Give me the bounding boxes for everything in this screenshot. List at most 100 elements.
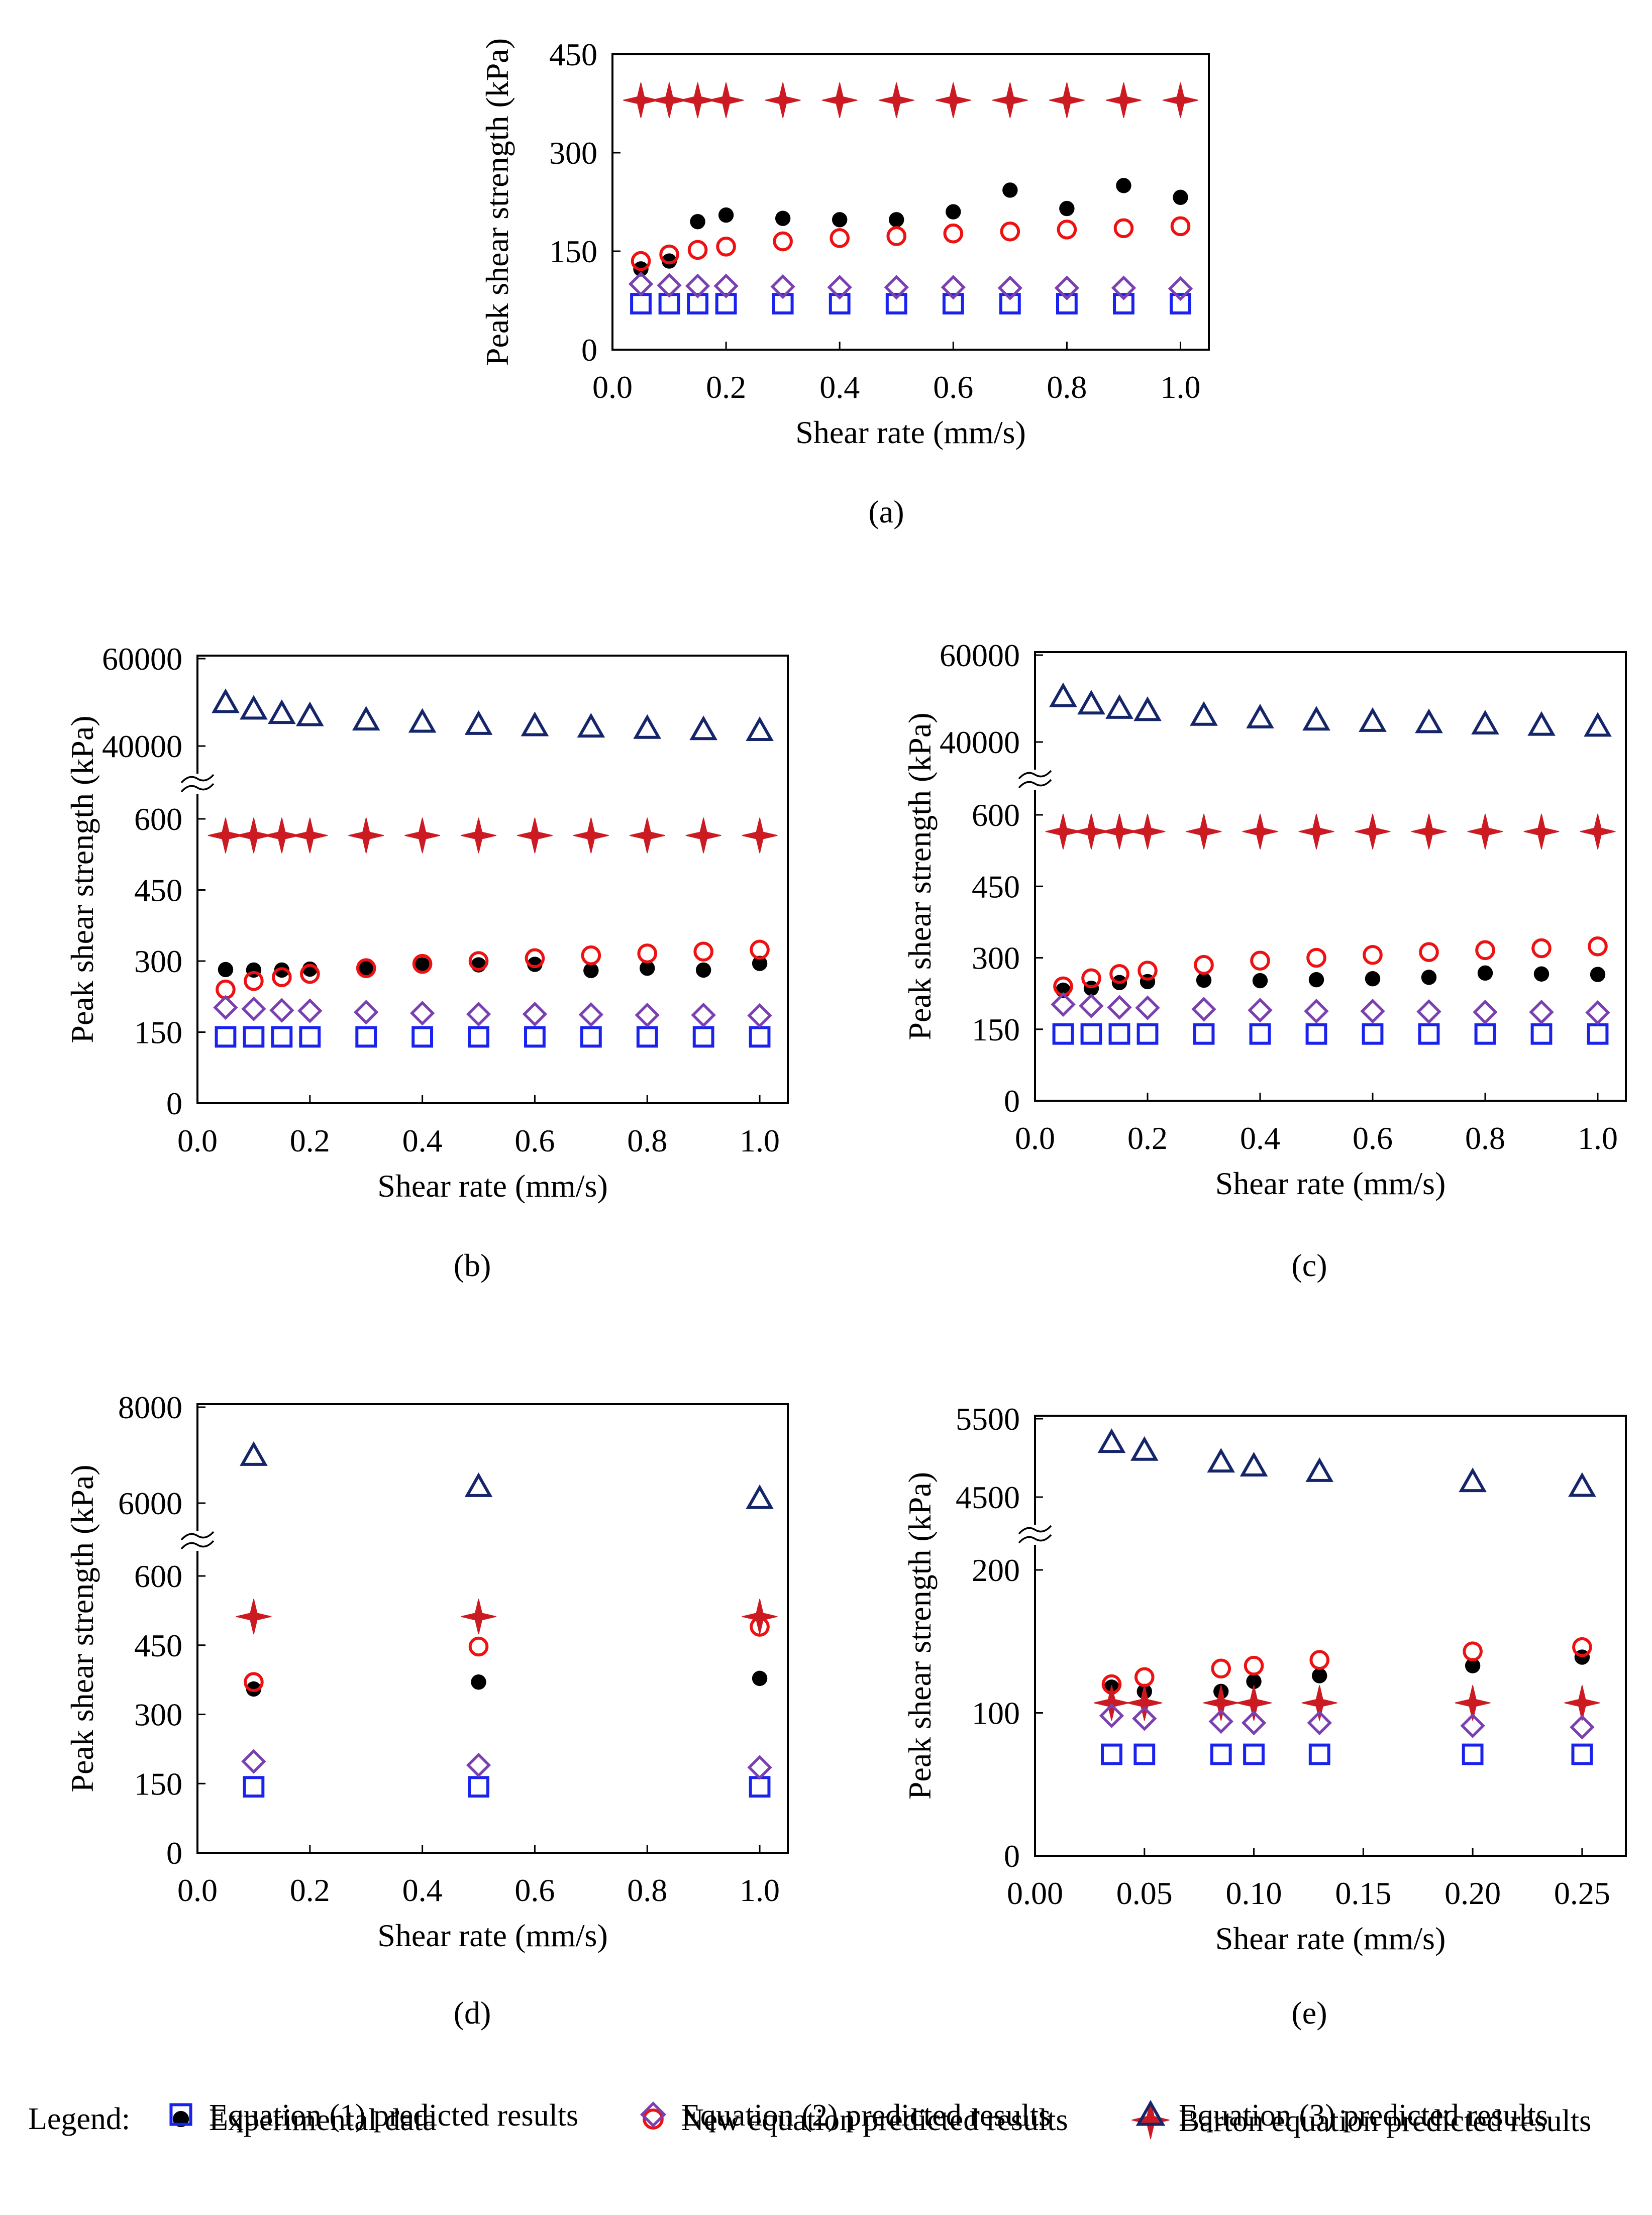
point-eq1: [942, 293, 964, 314]
point-new_equation: [1419, 942, 1439, 962]
point-eq3: [1305, 1457, 1334, 1482]
point-new_equation: [1113, 218, 1134, 239]
series-new_equation: [244, 1617, 770, 1693]
point-new_equation: [773, 231, 793, 252]
point-barton: [1186, 813, 1222, 850]
point-barton: [1301, 1685, 1337, 1721]
y-tick-label: 0: [1004, 1838, 1020, 1874]
series-experimental: [633, 178, 1188, 277]
legend-item-experimental: Experimental data: [172, 2103, 437, 2137]
point-eq2: [1529, 999, 1554, 1025]
x-tick-label: 0.00: [1007, 1875, 1063, 1911]
point-experimental: [583, 963, 599, 979]
point-barton: [1523, 813, 1560, 850]
point-eq1: [215, 1026, 237, 1048]
point-eq1: [1210, 1743, 1232, 1765]
x-tick-label: 1.0: [1160, 369, 1200, 405]
point-eq3: [1246, 703, 1274, 728]
point-new_equation: [631, 251, 651, 271]
point-eq1: [829, 293, 851, 314]
point-new_equation: [1475, 940, 1495, 961]
point-barton: [461, 1599, 496, 1635]
point-new_equation: [468, 951, 489, 971]
axis-break-icon: [180, 774, 215, 794]
point-eq1: [1193, 1023, 1215, 1045]
point-experimental: [695, 962, 711, 978]
x-axis-title: Shear rate (mm/s): [377, 1918, 608, 1953]
x-tick-label: 0.2: [706, 369, 746, 405]
point-eq1: [524, 1026, 546, 1048]
point-eq1: [411, 1026, 434, 1048]
plot-frame: [196, 655, 789, 1104]
point-eq3: [1584, 712, 1612, 737]
x-tick-label: 1.0: [740, 1123, 780, 1158]
point-eq1: [687, 293, 708, 314]
point-experimental: [1196, 972, 1212, 988]
x-tick-label: 0.0: [177, 1123, 218, 1158]
point-new_equation: [1244, 1655, 1264, 1676]
legend-marker-eq3: [1135, 2099, 1166, 2126]
point-eq3: [633, 714, 662, 739]
point-eq1: [1080, 1023, 1102, 1045]
panel-e: 0.00 0.05 0.10 0.15 0.20 0.25 0 100 200 4500 5500 S…: [902, 1401, 1627, 2031]
y-tick-label-upper: 4500: [956, 1480, 1020, 1515]
y-tick-label: 150: [549, 234, 597, 269]
series-eq1: [630, 293, 1191, 314]
point-eq1: [692, 1026, 714, 1048]
point-experimental: [1173, 189, 1188, 205]
series-new_equation: [631, 216, 1191, 271]
axis-break-icon: [1018, 770, 1052, 790]
point-eq1: [1249, 1023, 1271, 1045]
point-eq1: [1305, 1023, 1327, 1045]
point-barton: [461, 817, 496, 854]
point-eq2: [1460, 1713, 1485, 1738]
point-barton: [1045, 813, 1081, 850]
x-axis-title: Shear rate (mm/s): [1215, 1166, 1446, 1201]
point-barton: [742, 1599, 778, 1635]
point-eq2: [354, 1000, 379, 1025]
series-eq1: [215, 1026, 771, 1048]
point-experimental: [1246, 1673, 1262, 1690]
point-new_equation: [244, 971, 264, 991]
point-eq3: [1049, 682, 1077, 707]
point-eq2: [628, 271, 654, 297]
point-experimental: [752, 956, 768, 971]
y-tick-label-upper: 8000: [118, 1390, 182, 1425]
point-new_equation: [1000, 222, 1020, 242]
plot-frame: [1034, 651, 1627, 1102]
point-new_equation: [244, 1672, 264, 1693]
point-eq1: [999, 293, 1021, 314]
point-eq1: [1571, 1743, 1593, 1765]
y-tick-label: 150: [972, 1012, 1020, 1047]
y-tick-label-upper: 6000: [118, 1486, 182, 1521]
point-eq2: [1248, 998, 1273, 1023]
point-eq1: [1108, 1023, 1130, 1045]
y-tick-label: 300: [134, 1697, 182, 1733]
x-tick-label: 0.2: [1127, 1120, 1168, 1156]
legend-marker-barton: [1131, 2101, 1170, 2139]
point-eq3: [746, 716, 774, 742]
legend-marker-eq1: [169, 2103, 192, 2126]
point-barton: [292, 817, 328, 854]
point-barton: [1094, 1685, 1129, 1721]
x-tick-label: 0.6: [514, 1123, 555, 1158]
point-barton: [1163, 82, 1198, 118]
point-eq2: [941, 275, 966, 300]
y-tick-label: 300: [134, 943, 182, 979]
point-eq1: [1308, 1743, 1330, 1765]
point-eq2: [685, 273, 710, 298]
point-barton: [1106, 82, 1142, 118]
series-eq2: [241, 1749, 772, 1780]
point-eq3: [1359, 707, 1387, 732]
point-experimental: [218, 962, 234, 978]
panel-label: (a): [868, 494, 904, 530]
y-tick-label: 200: [972, 1552, 1020, 1588]
chart-panels: 0.0 0.2 0.4 0.6 0.8 1.0 0 150 300 450 Shear rate (…: [64, 37, 1627, 2031]
axis-break-icon: [180, 1531, 215, 1551]
point-eq2: [269, 998, 294, 1023]
point-eq3: [1077, 690, 1105, 715]
point-new_equation: [1057, 220, 1077, 240]
point-eq1: [1530, 1023, 1553, 1045]
panel-label: (c): [1291, 1247, 1327, 1283]
series-new_equation: [1053, 936, 1608, 997]
